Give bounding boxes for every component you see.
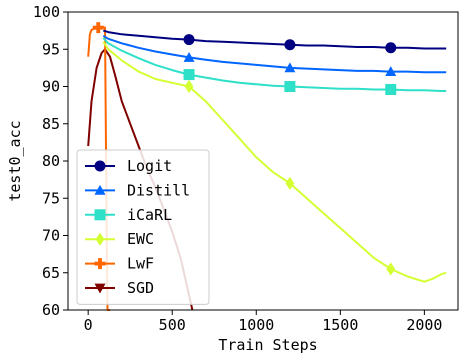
data-point-icarl	[385, 83, 397, 95]
plot-markers	[92, 22, 397, 276]
x-tick-label: 0	[84, 316, 93, 334]
y-tick-label: 80	[42, 152, 60, 170]
legend-marker-lwf	[94, 258, 106, 270]
y-tick-label: 65	[42, 264, 60, 282]
marker-plus-vertical	[96, 22, 101, 34]
legend: Logit Distill iCaRL EWC LwF SGD	[76, 149, 210, 305]
legend-marker-icarl	[94, 209, 106, 221]
data-point-ewc	[285, 176, 295, 190]
y-axis-label: test0_acc	[6, 120, 24, 201]
y-tick-label: 70	[42, 227, 60, 245]
legend-marker-ewc	[95, 232, 105, 246]
data-point-logit	[284, 39, 296, 51]
y-tick-label: 95	[42, 40, 60, 58]
legend-label-logit: Logit	[127, 157, 172, 175]
y-tick-label: 100	[33, 3, 60, 21]
y-tick-label: 90	[42, 78, 60, 96]
x-tick-label: 1000	[238, 316, 274, 334]
x-tick-label: 500	[159, 316, 186, 334]
legend-label-ewc: EWC	[127, 230, 154, 248]
x-axis: 0 500 1000 1500 2000	[84, 310, 442, 334]
data-point-icarl	[284, 81, 296, 92]
legend-label-sgd: SGD	[127, 279, 154, 297]
series-line-distill	[102, 34, 447, 74]
legend-marker-distill	[94, 184, 106, 195]
series-line-ewc	[102, 41, 447, 283]
x-tick-label: 2000	[406, 316, 442, 334]
legend-marker-logit	[94, 160, 106, 172]
x-axis-label: Train Steps	[218, 336, 317, 354]
marker-plus-vertical	[98, 258, 102, 270]
y-tick-label: 60	[42, 301, 60, 319]
series-line-logit	[103, 29, 447, 50]
legend-box	[76, 149, 210, 305]
y-tick-label: 85	[42, 115, 60, 133]
data-point-distill	[183, 51, 195, 62]
data-point-distill	[385, 66, 397, 76]
legend-label-icarl: iCaRL	[127, 206, 172, 224]
series-line-icarl	[102, 37, 447, 92]
y-axis: 60 65 70 75 80 85 90 95 100	[33, 3, 68, 319]
data-point-ewc	[184, 79, 194, 94]
data-point-icarl	[183, 69, 195, 81]
data-point-distill	[284, 62, 296, 73]
data-point-lwf	[92, 22, 104, 34]
x-tick-label: 1500	[322, 316, 358, 334]
legend-label-lwf: LwF	[127, 255, 154, 273]
data-point-logit	[183, 34, 195, 46]
legend-label-distill: Distill	[127, 181, 190, 199]
legend-marker-sgd	[94, 283, 106, 294]
y-tick-label: 75	[42, 189, 60, 207]
data-point-ewc	[386, 262, 396, 276]
data-point-logit	[385, 42, 397, 54]
